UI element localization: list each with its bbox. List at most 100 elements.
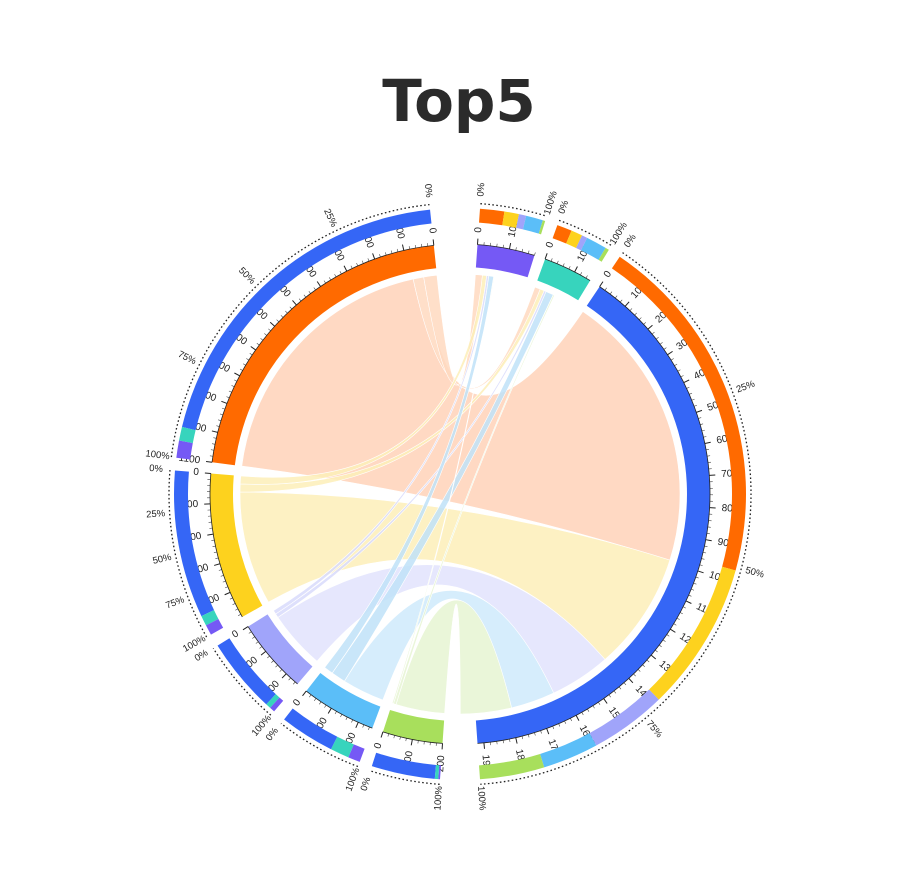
minor-tick <box>323 280 326 284</box>
minor-tick <box>701 429 705 432</box>
percent-segment <box>538 220 546 235</box>
minor-tick <box>351 719 353 723</box>
minor-tick <box>222 580 226 583</box>
percent-segment <box>331 736 354 758</box>
minor-tick <box>224 586 228 589</box>
chord-ribbon <box>395 599 512 715</box>
minor-tick <box>229 597 233 600</box>
minor-tick <box>334 711 337 715</box>
minor-tick <box>515 247 517 251</box>
minor-tick <box>638 317 642 320</box>
percent-label: 0% <box>556 198 571 215</box>
minor-tick <box>216 425 220 427</box>
group-arc <box>210 473 263 617</box>
chord-ribbons <box>239 274 681 715</box>
minor-tick <box>552 726 555 730</box>
minor-tick <box>275 664 278 668</box>
minor-tick <box>319 701 322 705</box>
minor-tick <box>308 290 311 294</box>
tick-mark <box>483 742 485 749</box>
tick-label: 0 <box>426 227 438 234</box>
tick-mark <box>667 350 673 356</box>
percent-segment <box>576 235 588 251</box>
minor-tick <box>405 738 407 742</box>
minor-tick <box>340 714 343 718</box>
minor-tick <box>651 331 655 335</box>
chord-ribbon <box>391 276 495 705</box>
minor-tick <box>242 363 246 366</box>
tick-axis <box>209 473 243 618</box>
percent-segment <box>284 708 338 750</box>
percent-axis <box>558 219 612 247</box>
minor-tick <box>656 336 659 340</box>
minor-tick <box>390 250 393 254</box>
minor-tick <box>688 594 692 597</box>
minor-tick <box>399 736 401 740</box>
minor-tick <box>288 677 291 681</box>
minor-tick <box>587 708 590 712</box>
tick-label: 0 <box>544 240 556 249</box>
minor-tick <box>677 369 681 372</box>
percent-segment <box>176 440 193 460</box>
tick-mark <box>343 265 348 272</box>
percent-segment <box>566 230 583 248</box>
chord-ribbon <box>423 274 483 386</box>
minor-tick <box>408 246 411 250</box>
chord-ribbon <box>393 294 555 705</box>
percent-label: 50% <box>744 565 766 581</box>
minor-tick <box>604 287 607 291</box>
minor-tick <box>218 569 222 571</box>
minor-tick <box>618 686 622 690</box>
minor-tick <box>620 299 623 303</box>
minor-tick <box>659 342 663 345</box>
group-arc <box>212 245 437 466</box>
percent-segment <box>270 697 284 712</box>
percent-label: 0% <box>149 463 164 475</box>
tick-label: 0 <box>291 697 303 708</box>
chord-ribbon <box>324 275 495 674</box>
minor-tick <box>215 557 219 559</box>
minor-tick <box>220 575 224 577</box>
minor-tick <box>686 386 690 389</box>
minor-tick <box>234 379 238 382</box>
minor-tick <box>691 398 695 401</box>
minor-tick <box>271 660 274 663</box>
minor-tick <box>367 258 370 262</box>
tick-mark <box>211 430 218 433</box>
tick-mark <box>575 715 580 721</box>
tick-mark <box>221 400 228 404</box>
percent-axis <box>370 770 440 785</box>
minor-tick <box>613 690 617 694</box>
minor-tick <box>219 413 223 416</box>
minor-tick <box>339 271 342 275</box>
tick-axis <box>382 731 443 744</box>
minor-tick <box>228 390 232 393</box>
minor-tick <box>387 733 390 737</box>
minor-tick <box>362 724 365 728</box>
chord-ribbon <box>275 290 547 618</box>
percent-label: 75% <box>176 349 198 368</box>
minor-tick <box>350 265 353 269</box>
percent-segment <box>438 765 441 780</box>
minor-tick <box>694 404 698 407</box>
minor-tick <box>598 702 601 705</box>
percent-segment <box>479 753 545 780</box>
percent-segment <box>217 638 276 705</box>
minor-tick <box>268 328 271 332</box>
minor-tick <box>246 358 250 361</box>
minor-tick <box>231 385 235 387</box>
chord-ribbon <box>331 291 554 682</box>
tick-mark <box>705 539 712 542</box>
percent-segment <box>348 744 365 762</box>
tick-mark <box>410 739 413 746</box>
minor-tick <box>264 333 267 336</box>
minor-tick <box>592 705 595 709</box>
minor-tick <box>689 392 693 395</box>
percent-label: 100% <box>145 448 171 462</box>
percent-segment <box>434 764 440 780</box>
chord-ribbon <box>239 274 488 485</box>
percent-rings: 0%25%50%75%100%0%25%50%75%100%0%100%0%10… <box>145 182 766 811</box>
minor-tick <box>701 558 705 560</box>
minor-tick <box>260 338 264 341</box>
tick-mark <box>508 242 512 250</box>
